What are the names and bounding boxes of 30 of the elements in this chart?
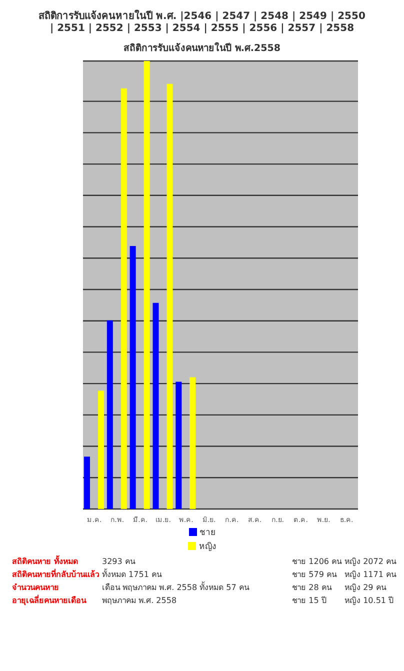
note-text: สถิติคนหาย ทั้งหมด — [12, 555, 79, 568]
bar — [84, 456, 90, 509]
bar — [106, 320, 113, 509]
note-text: เดือน พฤษภาคม พ.ศ. 2558 ทั้งหมด 57 คน — [102, 581, 250, 594]
bar — [166, 84, 173, 509]
note-text: ชาย 28 คน — [292, 582, 333, 594]
note-text: อายุเฉลี่ยคนหายเดือน — [12, 594, 88, 607]
note-text: จำนวนคนหาย — [12, 582, 60, 594]
note-text: ทั้งหมด 1751 คน — [102, 568, 163, 581]
bar — [176, 382, 182, 509]
note-text: สถิติคนหายที่กลับบ้านแล้ว — [12, 568, 99, 581]
chart-title: สถิติการรับแจ้งคนหายในปี พ.ศ. |2546 | 2547 | 2548 | 2549 | 2550 | 2551 | 2552 | 2553 | 2554 | 2555 | 2556 | 2557 | 2558 — [38, 8, 366, 34]
chart-subtitle: สถิติการรับแจ้งคนหายในปี พ.ศ.2558 — [122, 41, 282, 55]
bar — [120, 88, 127, 509]
note-text: หญิง 10.51 ปี — [344, 595, 395, 607]
note-text: หญิง 1171 คน — [344, 569, 396, 581]
note-text: พฤษภาคม พ.ศ. 2558 — [102, 595, 178, 607]
note-text: ชาย 579 คน — [292, 569, 338, 581]
legend-label: หญิง — [199, 541, 216, 553]
legend-label: ชาย — [200, 527, 216, 539]
bar — [190, 377, 196, 509]
bar — [98, 390, 104, 509]
note-text: 3293 คน — [102, 556, 136, 568]
note-text: ชาย 1206 คน — [292, 556, 342, 568]
bar — [144, 61, 150, 509]
note-text: หญิง 29 คน — [344, 582, 388, 594]
note-text: หญิง 2072 คน — [344, 556, 396, 568]
bar — [130, 246, 136, 509]
bar — [152, 302, 159, 509]
note-text: ชาย 15 ปี — [292, 595, 328, 607]
